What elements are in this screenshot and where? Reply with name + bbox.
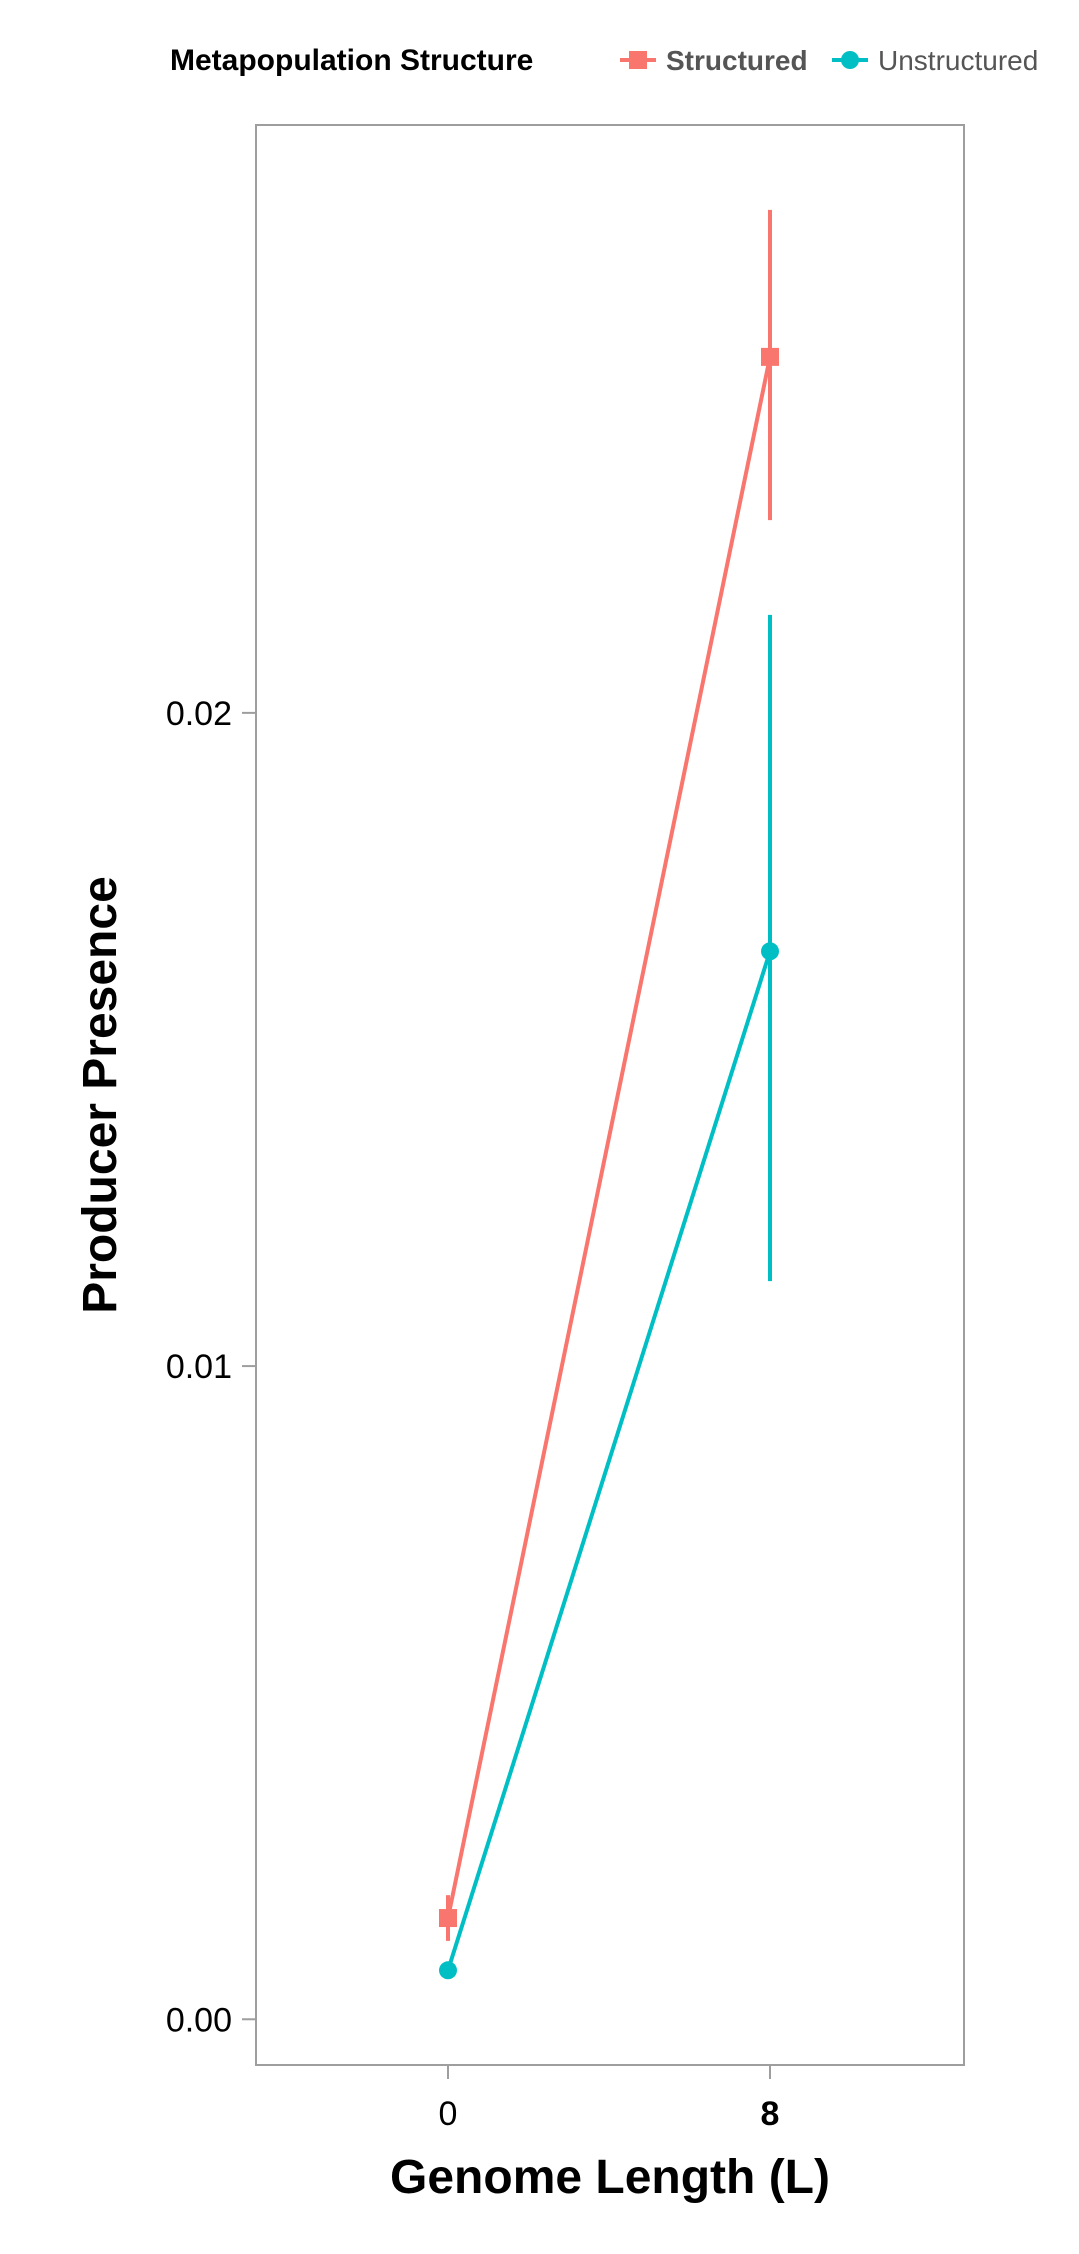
data-point	[761, 942, 779, 961]
legend-label: Structured	[666, 45, 808, 76]
y-axis: 0.00 0.01 0.02	[166, 695, 256, 2039]
series-structured	[439, 209, 779, 1941]
y-tick-label: 0.02	[166, 695, 232, 733]
data-point	[761, 347, 779, 366]
x-axis-label: Genome Length (L)	[390, 2151, 830, 2204]
legend-marker	[841, 51, 859, 69]
y-tick-label: 0.00	[166, 2001, 232, 2039]
legend-label: Unstructured	[878, 45, 1038, 76]
legend-title: Metapopulation Structure	[170, 44, 533, 77]
data-point	[439, 1961, 457, 1980]
x-tick-label: 8	[761, 2095, 780, 2133]
series-unstructured	[439, 614, 779, 1980]
series-line	[446, 356, 772, 1919]
plot-panel	[255, 124, 965, 2066]
legend-marker	[629, 51, 647, 69]
y-tick-label: 0.01	[166, 1348, 232, 1386]
data-point	[439, 1909, 457, 1928]
series-line	[446, 950, 772, 1971]
legend-items: Structured Unstructured	[620, 45, 1038, 76]
legend-item-unstructured: Unstructured	[832, 45, 1038, 76]
legend: Metapopulation Structure Structured Unstr…	[170, 44, 1038, 77]
x-tick-label: 0	[439, 2095, 458, 2133]
legend-item-structured: Structured	[620, 45, 808, 76]
y-axis-label: Producer Presence	[74, 876, 127, 1314]
series-layer	[439, 209, 779, 1980]
